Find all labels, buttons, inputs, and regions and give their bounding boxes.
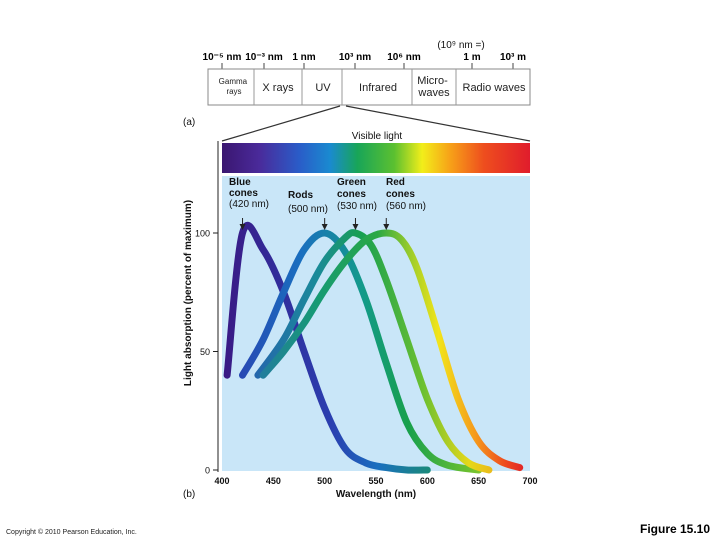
label-line: (560 nm) [386,201,426,212]
label-line: Green [337,177,366,188]
curve-red-cones [259,229,524,472]
copyright-notice: Copyright © 2010 Pearson Education, Inc. [6,529,137,536]
band-label-xrays: X rays [262,82,294,94]
curve-rods [239,229,483,474]
scale-note: (10⁹ nm =) [437,40,484,51]
band-label-radio: Radio waves [463,82,526,94]
peak-arrows [239,218,390,230]
label-green-cones: Green cones (530 nm) [337,177,377,212]
x-tick-label: 500 [317,476,332,486]
panel-label-b: (b) [183,489,195,500]
x-tick-label: 700 [522,476,537,486]
band-dividers [253,69,457,105]
x-tick-label: 400 [214,476,229,486]
visible-light-label: Visible light [352,131,403,142]
x-tick-label: 600 [420,476,435,486]
band-line: Micro- [417,75,448,87]
scale-tick: 10⁻³ nm [245,52,283,63]
peak-arrow-head [239,224,246,230]
scale-tick: 1 nm [292,52,315,63]
scale-ticks: 10⁻⁵ nm 10⁻³ nm 1 nm 10³ nm 10⁶ nm 1 m 1… [203,52,527,63]
visible-spectrum-bar [222,143,530,173]
scale-tick: 1 m [463,52,480,63]
label-line: (420 nm) [229,199,269,210]
scale-tick-marks [221,63,514,69]
band-line: Gamma [219,77,248,86]
band-label-uv: UV [315,82,331,94]
curve-green-cones [254,229,493,474]
label-red-cones: Red cones (560 nm) [386,177,426,212]
label-line: (500 nm) [288,204,328,215]
spectrum-panel: (10⁹ nm =) 10⁻⁵ nm 10⁻³ nm 1 nm 10³ nm 1… [183,40,531,173]
peak-arrow-head [321,224,328,230]
label-rods: Rods (500 nm) [288,190,328,215]
x-tick-label: 650 [471,476,486,486]
x-axis-ticks: 400 450 500 550 600 650 700 [214,476,537,486]
y-tick-label: 100 [195,229,210,239]
label-line: (530 nm) [337,201,377,212]
spectrum-band-strip [207,68,531,106]
absorption-curves [223,221,524,474]
label-line: cones [229,188,258,199]
visible-expansion-lines [221,105,531,142]
scale-tick: 10³ m [500,52,526,63]
x-axis-label: Wavelength (nm) [336,489,416,500]
band-label-microwaves: Micro- waves [417,75,451,99]
band-label-gamma: Gamma rays [219,77,250,96]
label-line: cones [337,189,366,200]
scale-tick: 10⁶ nm [387,52,421,63]
panel-label-a: (a) [183,117,195,128]
figure-number: Figure 15.10 [640,522,711,536]
x-tick-label: 550 [368,476,383,486]
y-axis-label: Light absorption (percent of maximum) [183,200,194,386]
band-line: rays [226,87,241,96]
label-line: Rods [288,190,313,201]
scale-tick: 10³ nm [339,52,371,63]
label-blue-cones: Blue cones (420 nm) [229,177,269,210]
label-line: Blue [229,177,251,188]
absorption-chart: 0 50 100 400 450 500 550 600 650 700 Light absor… [183,141,538,500]
y-tick-label: 50 [200,347,210,357]
label-line: cones [386,189,415,200]
label-line: Red [386,177,405,188]
x-tick-label: 450 [266,476,281,486]
curve-blue-cones [223,221,431,474]
peak-arrow-head [352,224,359,230]
y-axis-ticks: 0 50 100 [195,229,218,476]
scale-tick: 10⁻⁵ nm [203,52,242,63]
y-tick-label: 0 [205,466,210,476]
band-label-infrared: Infrared [359,82,397,94]
peak-arrow-head [383,224,390,230]
band-line: waves [417,87,450,99]
